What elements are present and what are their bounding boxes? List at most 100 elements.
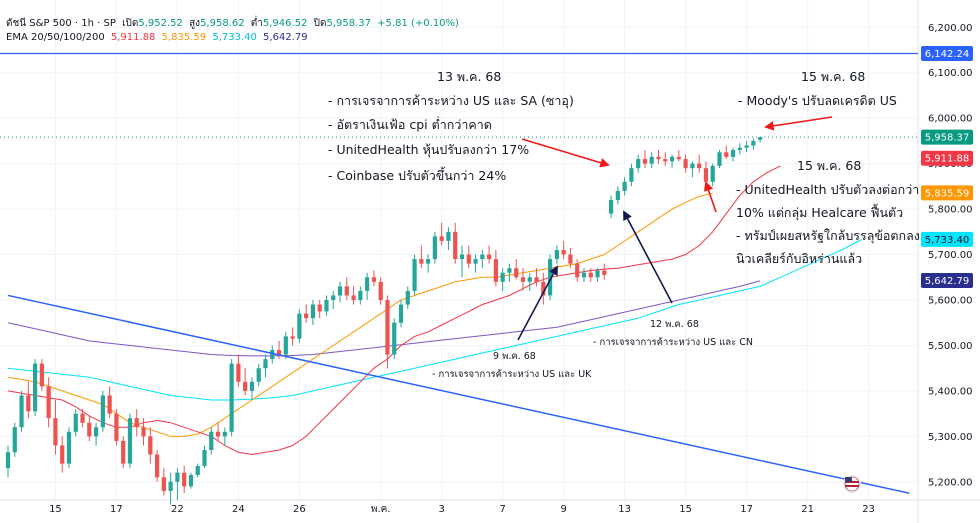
price-badge-text: 5,911.88 — [925, 154, 970, 165]
x-tick-label: 7 — [499, 504, 505, 515]
candle — [737, 143, 742, 155]
y-tick-label: 5,600.00 — [928, 296, 973, 307]
y-tick-label: 5,200.00 — [928, 477, 973, 488]
candle-body — [527, 277, 532, 282]
candle — [121, 436, 126, 469]
candle-body — [60, 445, 65, 464]
ema-legend[interactable]: EMA 20/50/100/200 5,911.88 5,835.59 5,73… — [6, 32, 311, 43]
candle — [561, 240, 566, 260]
candle-body — [432, 236, 437, 260]
candle — [236, 354, 241, 387]
x-tick-label: 15 — [679, 504, 692, 515]
candle — [459, 245, 465, 278]
candle — [195, 463, 200, 478]
symbol-legend[interactable]: ดัชนี S&P 500 · 1h · SP เปิด5,952.52 สูง… — [6, 16, 462, 31]
candle-body — [276, 350, 282, 355]
arrow-15may — [703, 181, 717, 213]
annotation-12may-line1: - การเจรจาการค้าระหว่าง US และ CN — [593, 337, 753, 348]
annotation-15may-b-line1: - UnitedHealth ปรับตัวลงต่อกว่า — [736, 182, 920, 197]
candle-body — [500, 272, 505, 282]
candle — [432, 231, 437, 264]
candle — [168, 472, 173, 505]
candle-body — [385, 300, 390, 355]
candle — [398, 300, 404, 328]
candle-body — [595, 270, 600, 278]
candle-body — [222, 431, 227, 437]
candle-body — [154, 454, 160, 478]
candle — [473, 254, 478, 273]
candle-body — [39, 363, 44, 387]
annotation-9may-date: 9 พ.ค. 68 — [493, 351, 536, 362]
high-label: สูง — [189, 18, 201, 29]
candle — [304, 304, 309, 323]
candle-body — [337, 286, 343, 296]
candle-body — [405, 290, 410, 305]
candle-body — [459, 254, 465, 260]
open-label: เปิด — [122, 18, 139, 29]
y-tick-label: 6,000.00 — [928, 114, 973, 125]
low-label: ต่ำ — [250, 18, 263, 29]
candle-body — [717, 152, 722, 166]
candle-body — [744, 145, 749, 148]
candle — [351, 286, 356, 305]
candle-body — [12, 427, 17, 453]
candle — [358, 286, 363, 305]
candle-body — [737, 147, 742, 150]
candle-body — [378, 281, 383, 300]
candle-body — [730, 150, 736, 157]
price-badge: 5,911.88 — [921, 150, 973, 166]
candle — [80, 409, 85, 428]
ema200-line — [7, 280, 761, 357]
candle-body — [371, 277, 377, 282]
price-badge: 5,733.40 — [921, 231, 973, 247]
candle-body — [107, 395, 112, 414]
price-badge: 5,835.59 — [921, 185, 973, 201]
annotation-9may-line1: - การเจรจาการค้าระหว่าง US และ UK — [432, 369, 592, 380]
candle-body — [215, 431, 221, 437]
candle — [93, 422, 99, 446]
candle — [73, 409, 78, 437]
candle-body — [53, 418, 58, 446]
candle — [466, 245, 471, 269]
candle-body — [608, 200, 614, 214]
high-value: 5,958.62 — [200, 18, 245, 29]
candle — [331, 290, 336, 310]
candle — [148, 427, 153, 464]
candle — [588, 268, 593, 282]
annotation-13may-date: 13 พ.ค. 68 — [437, 69, 502, 84]
candle — [66, 427, 72, 469]
candle-body — [317, 304, 322, 312]
candle — [622, 177, 627, 196]
candle — [222, 427, 227, 446]
candle-body — [297, 313, 302, 339]
candle — [419, 245, 424, 269]
arrow-moodys — [764, 116, 833, 131]
candle-body — [304, 313, 309, 319]
candle — [629, 163, 634, 187]
candle-body — [697, 163, 702, 169]
candle-body — [615, 190, 620, 200]
candle — [12, 422, 17, 457]
candle-body — [493, 259, 498, 282]
candle — [100, 390, 105, 432]
ema50-value: 5,835.59 — [161, 32, 207, 43]
ema20-value: 5,911.88 — [110, 32, 156, 43]
drawn-lines — [0, 52, 918, 494]
candle-body — [446, 231, 451, 241]
annotation-13may-line4: - Coinbase ปรับตัวขึ้นกว่า 24% — [328, 168, 507, 183]
candle — [487, 245, 492, 264]
candle — [337, 281, 343, 303]
candle-body — [87, 422, 92, 437]
candle-body — [663, 159, 668, 162]
candle — [642, 150, 648, 169]
candle-body — [649, 156, 654, 164]
candle-body — [46, 386, 51, 419]
candle-body — [141, 427, 146, 437]
candle — [324, 295, 329, 316]
candle-body — [751, 140, 756, 146]
candle — [615, 186, 620, 205]
candle — [182, 465, 187, 494]
candle-body — [73, 413, 78, 432]
candle-body — [100, 395, 105, 428]
